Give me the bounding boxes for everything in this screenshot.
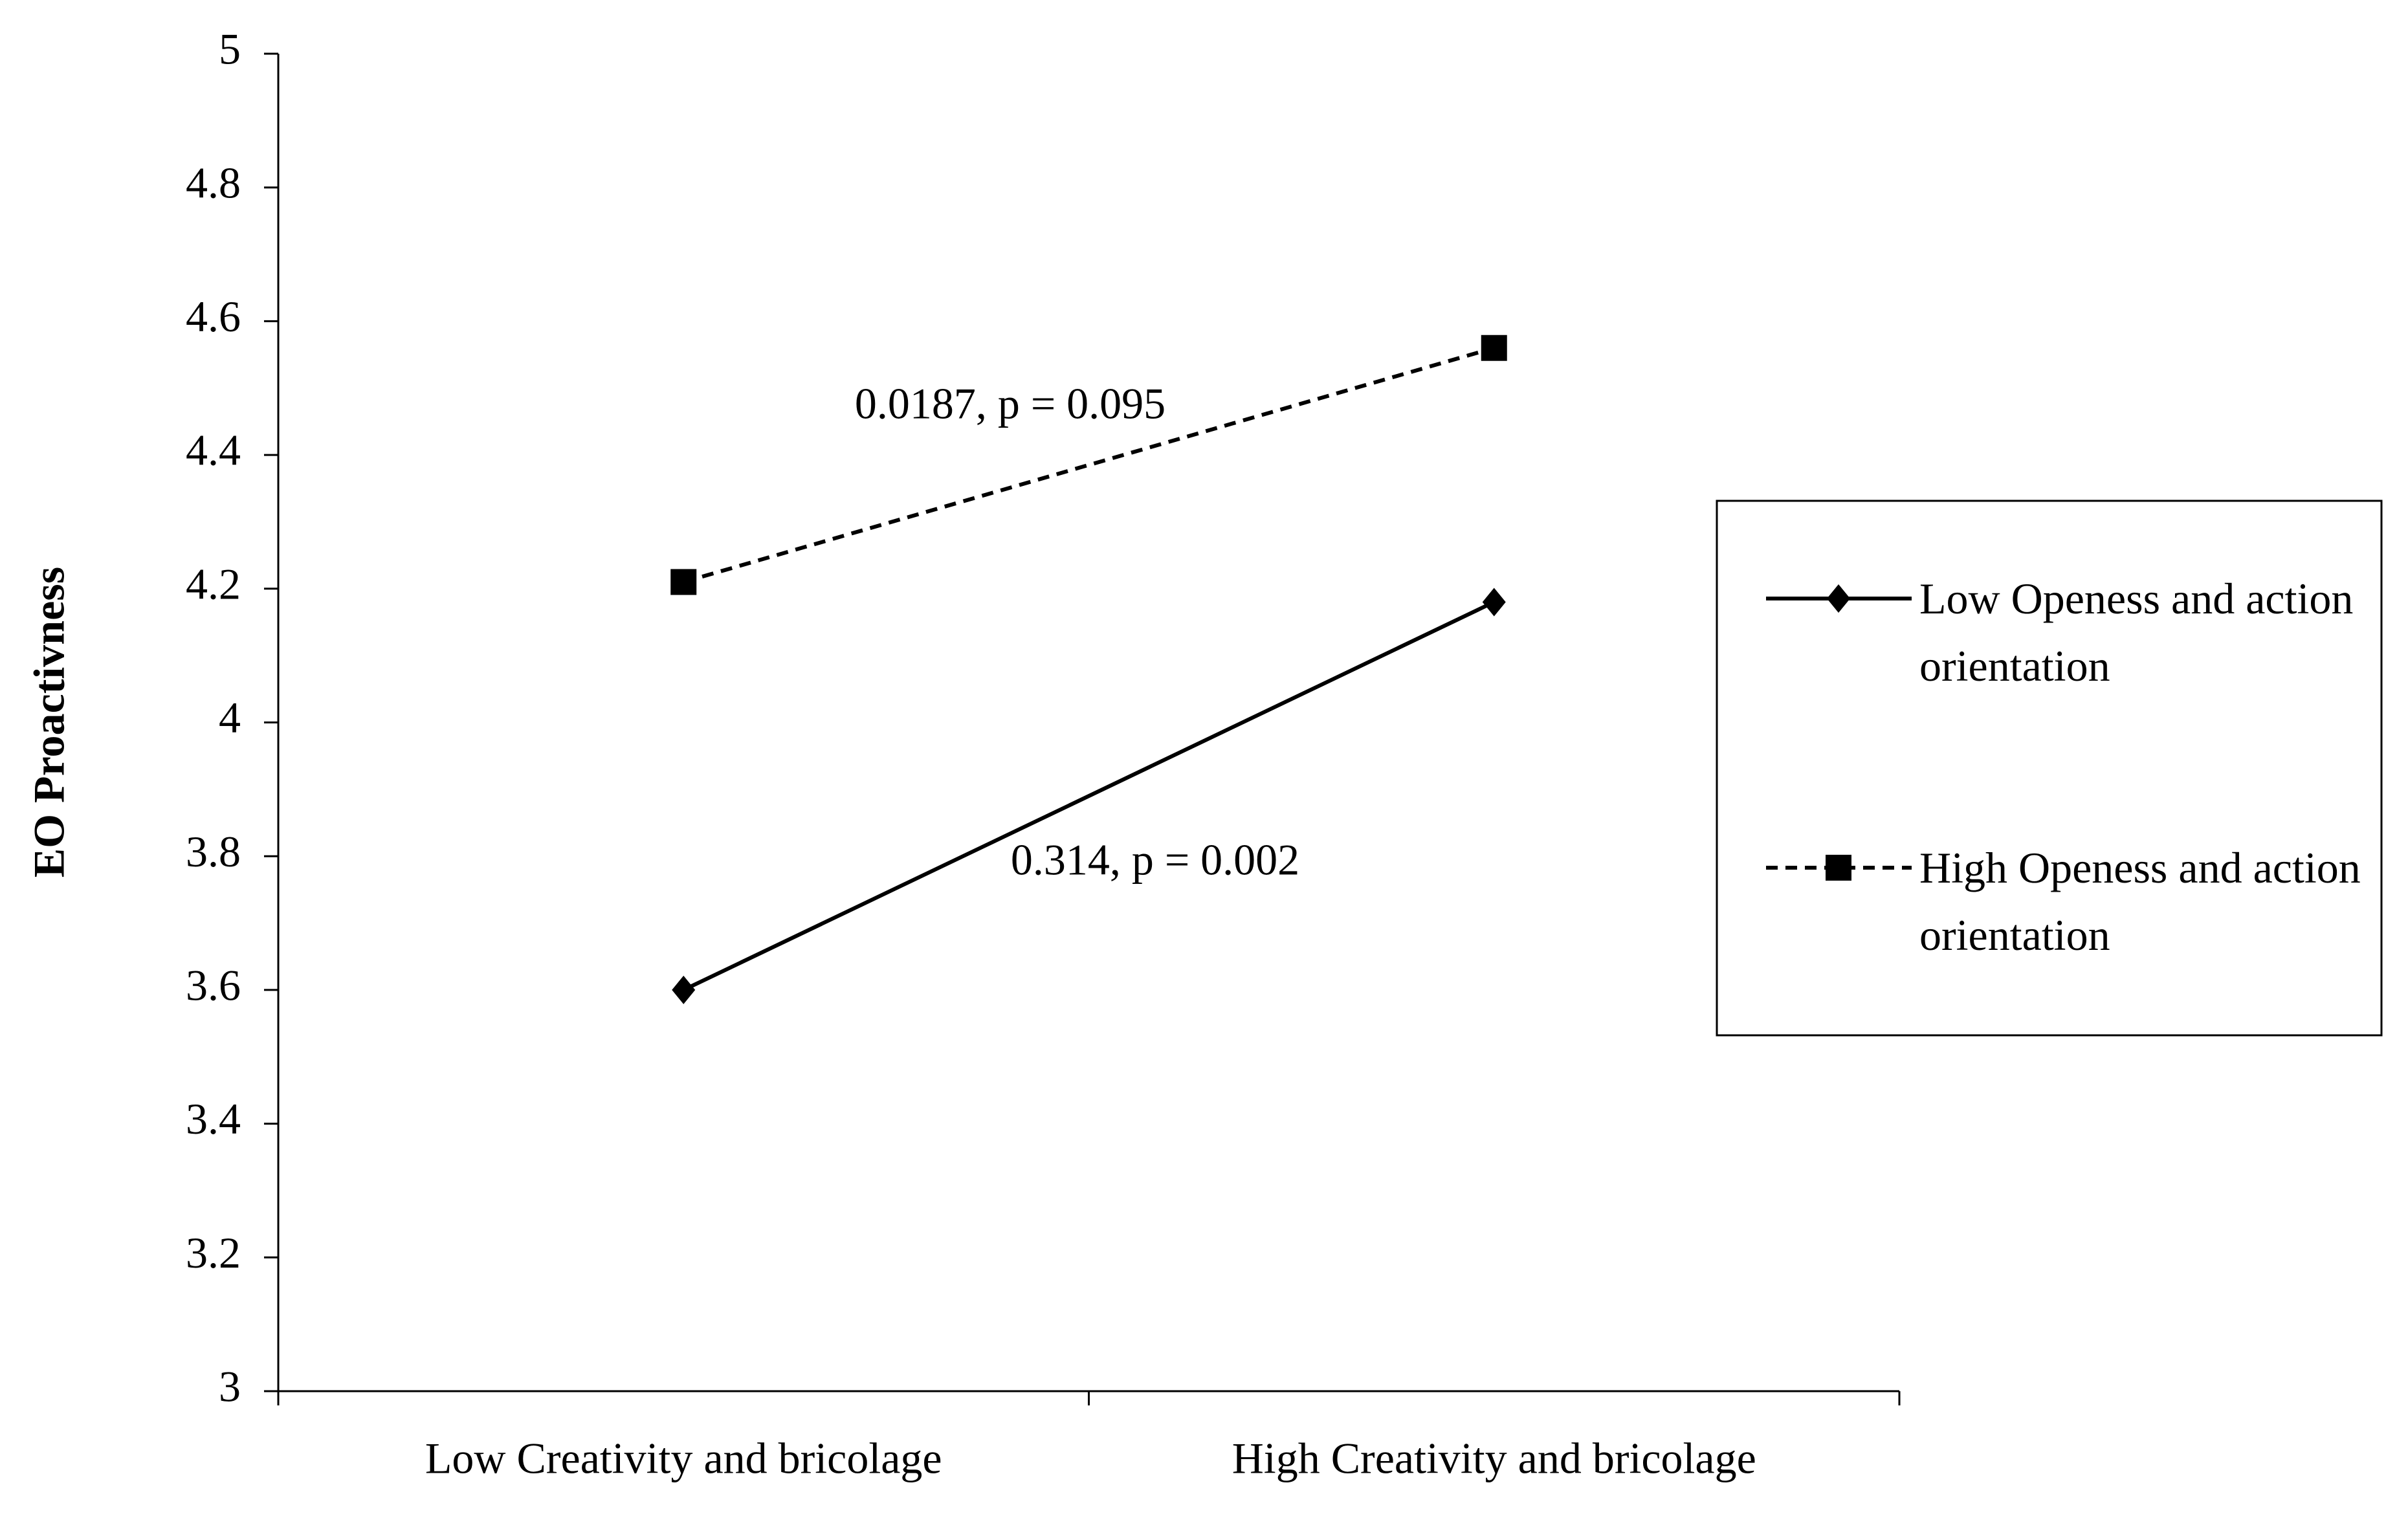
data-point [1481,335,1507,361]
series-line [683,346,1495,584]
series-line [682,600,1496,992]
data-point [672,975,696,1004]
legend-label: Low Openess and action orientation [1919,574,2354,690]
y-tick-label: 5 [219,25,241,74]
y-tick-label: 4.2 [186,559,241,608]
y-tick-label: 3.2 [186,1228,241,1277]
y-tick-label: 4.4 [186,426,241,475]
y-tick-label: 4.8 [186,158,241,207]
y-tick-label: 3.6 [186,961,241,1010]
x-tick-label: High Creativity and bricolage [1232,1434,1756,1483]
y-tick-label: 4 [219,693,241,742]
data-point [1482,588,1506,617]
legend-marker [1826,855,1851,881]
y-axis-label: EO Proactivness [25,567,74,877]
annotation: 0.314, p = 0.002 [1011,835,1299,885]
y-tick-label: 3 [219,1362,241,1411]
annotation: 0.0187, p = 0.095 [855,379,1165,428]
legend-marker [1827,584,1850,613]
legend-label: High Openess and action orientation [1919,843,2361,960]
y-tick-label: 4.6 [186,292,241,341]
legend-box [1716,500,2383,1037]
x-tick-label: Low Creativity and bricolage [425,1434,942,1483]
data-point [670,569,697,595]
y-tick-label: 3.8 [186,827,241,876]
y-tick-label: 3.4 [186,1094,241,1143]
